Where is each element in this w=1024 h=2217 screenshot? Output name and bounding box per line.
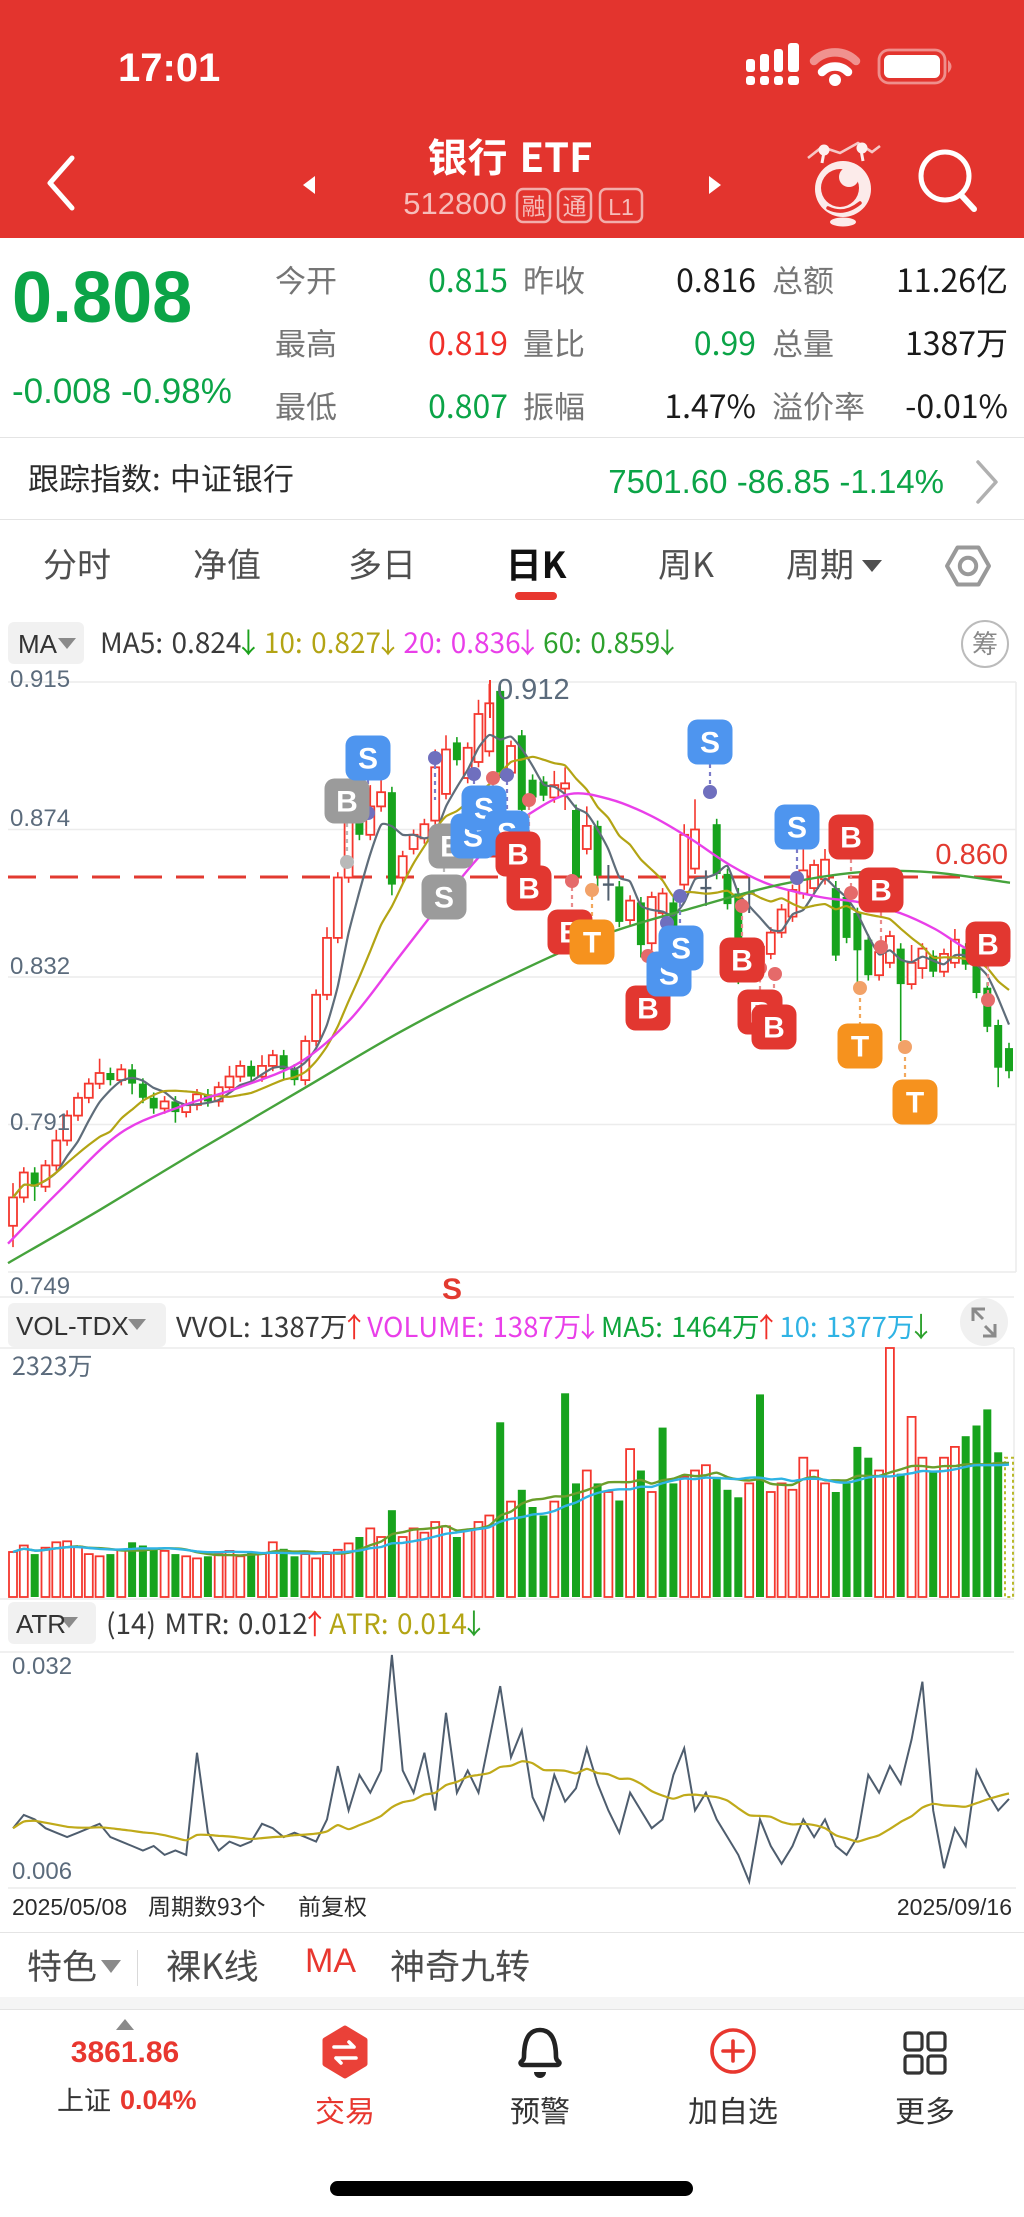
svg-text:B: B <box>731 945 753 978</box>
svg-text:T: T <box>851 1031 869 1064</box>
svg-text:B: B <box>507 839 529 872</box>
svg-text:B: B <box>336 786 358 819</box>
svg-text:B: B <box>977 929 999 962</box>
svg-text:T: T <box>906 1087 924 1120</box>
svg-text:B: B <box>870 875 892 908</box>
svg-text:S: S <box>700 727 720 760</box>
svg-text:S: S <box>787 812 807 845</box>
svg-text:S: S <box>358 743 378 776</box>
svg-text:B: B <box>637 993 659 1026</box>
svg-text:S: S <box>671 933 691 966</box>
svg-text:S: S <box>434 882 454 915</box>
svg-text:T: T <box>583 927 601 960</box>
svg-text:B: B <box>763 1012 785 1045</box>
svg-text:B: B <box>840 822 862 855</box>
svg-text:B: B <box>518 873 540 906</box>
